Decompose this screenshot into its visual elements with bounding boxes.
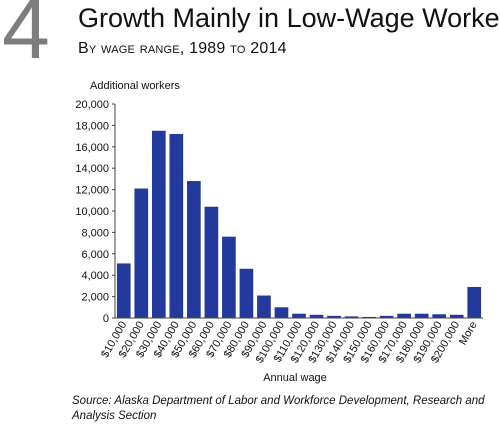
- y-tick-label: 4,000: [81, 270, 109, 282]
- bar: [292, 313, 306, 318]
- bar: [327, 315, 341, 318]
- bar: [257, 295, 271, 318]
- bar: [449, 314, 464, 318]
- chart-title: Growth Mainly in Low-Wage Workers: [78, 3, 500, 33]
- bar: [344, 316, 359, 318]
- y-axis-ticks: 0 2,000 4,000 6,000 8,000 10,000 12,000 14,000 1…: [75, 99, 115, 325]
- y-tick-label: 14,000: [75, 163, 109, 175]
- x-axis-ticks: $10,000$20,000$30,000$40,000$50,000$60,0…: [99, 320, 480, 366]
- figure-number: 4: [2, 0, 50, 77]
- bar: [169, 133, 184, 318]
- bar: [274, 307, 289, 318]
- y-tick-label: 16,000: [75, 142, 109, 154]
- y-tick-label: 8,000: [81, 227, 109, 239]
- y-axis-label: Additional workers: [90, 80, 180, 92]
- bar: [379, 315, 394, 318]
- chart-subtitle: By wage range, 1989 to 2014: [78, 40, 287, 57]
- bar: [222, 236, 236, 318]
- bar: [362, 316, 376, 318]
- bar: [204, 206, 219, 318]
- bar: [151, 130, 166, 318]
- y-tick-label: 6,000: [81, 249, 109, 261]
- bar: [239, 268, 254, 318]
- bar: [187, 181, 201, 318]
- y-tick-label: 20,000: [75, 99, 109, 111]
- y-tick-label: 12,000: [75, 185, 109, 197]
- bar: [432, 314, 447, 318]
- x-tick-label: More: [457, 320, 480, 348]
- bar: [134, 188, 149, 318]
- source-note: Source: Alaska Department of Labor and W…: [72, 395, 485, 422]
- x-axis-label: Annual wage: [263, 372, 327, 384]
- bar: [309, 314, 324, 318]
- bar: [116, 263, 131, 318]
- bar: [467, 286, 482, 318]
- y-tick-label: 0: [103, 313, 109, 325]
- y-tick-label: 18,000: [75, 120, 109, 132]
- bar: [397, 313, 411, 318]
- y-tick-label: 2,000: [81, 292, 109, 304]
- bar: [414, 313, 429, 318]
- bars: [116, 130, 482, 318]
- y-tick-label: 10,000: [75, 206, 109, 218]
